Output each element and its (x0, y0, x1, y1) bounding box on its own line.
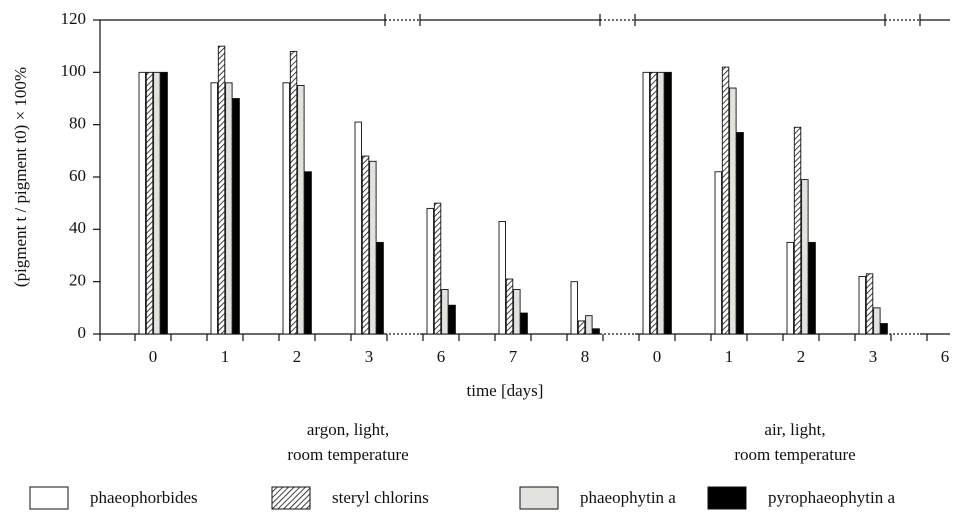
bar (664, 71, 672, 335)
group-label: argon, light, (307, 420, 389, 439)
y-tick-label: 120 (61, 9, 87, 28)
bar (793, 126, 802, 335)
y-tick-label: 80 (69, 114, 86, 133)
bar (448, 304, 456, 335)
group-label: room temperature (287, 445, 408, 464)
bar (570, 281, 578, 335)
legend-label: steryl chlorins (332, 488, 429, 507)
x-tick-label: 3 (365, 347, 374, 366)
y-tick-label: 40 (69, 218, 86, 237)
bar (138, 71, 146, 335)
bar (304, 171, 312, 335)
bar (585, 315, 593, 335)
y-axis-label: (pigment t / pigment t0) × 100% (11, 67, 30, 287)
y-tick-label: 100 (61, 61, 87, 80)
legend-label: phaeophytin a (580, 488, 676, 507)
bar (297, 84, 305, 335)
legend-swatch (519, 486, 559, 510)
bar (145, 71, 154, 335)
x-tick-label: 0 (149, 347, 158, 366)
bar (649, 71, 658, 335)
bar (426, 207, 434, 335)
bar (858, 275, 866, 335)
x-tick-label: 0 (653, 347, 662, 366)
x-tick-label: 1 (725, 347, 734, 366)
bar (498, 221, 506, 335)
x-axis-label: time [days] (467, 381, 544, 400)
bar (808, 241, 816, 335)
y-tick-label: 60 (69, 166, 86, 185)
y-tick-label: 0 (78, 323, 87, 342)
bar (801, 179, 809, 335)
x-tick-label: 3 (869, 347, 878, 366)
x-tick-label: 8 (581, 347, 590, 366)
bar (642, 71, 650, 335)
legend-swatch (707, 486, 747, 510)
bar (217, 45, 226, 335)
bar (505, 278, 514, 335)
y-tick-label: 20 (69, 271, 86, 290)
bar (714, 171, 722, 335)
x-tick-label: 2 (797, 347, 806, 366)
bar (354, 121, 362, 335)
x-tick-label: 7 (509, 347, 518, 366)
bar (232, 98, 240, 335)
x-tick-label: 6 (941, 347, 950, 366)
bar (153, 71, 161, 335)
bar (786, 241, 794, 335)
x-tick-label: 6 (437, 347, 446, 366)
bar (520, 312, 528, 335)
legend-label: pyrophaeophytin a (768, 488, 895, 507)
bar (210, 82, 218, 335)
legend-swatch (271, 486, 311, 510)
bar (729, 87, 737, 335)
legend-swatch (29, 486, 69, 510)
bar (225, 82, 233, 335)
x-tick-label: 1 (221, 347, 230, 366)
bar (369, 160, 377, 335)
bar (865, 273, 874, 335)
bar (873, 307, 881, 335)
bar (513, 289, 521, 335)
bar (657, 71, 665, 335)
bar (376, 241, 384, 335)
bar (592, 328, 600, 335)
bar (721, 66, 730, 335)
bar (880, 323, 888, 335)
bar (282, 82, 290, 335)
group-label: air, light, (764, 420, 825, 439)
bar (160, 71, 168, 335)
bar (736, 132, 744, 335)
bar (361, 155, 370, 335)
group-label: room temperature (734, 445, 855, 464)
bar (433, 202, 442, 335)
bar (289, 50, 298, 335)
bar (577, 320, 586, 335)
bar (441, 289, 449, 335)
legend-label: phaeophorbides (90, 488, 198, 507)
x-tick-label: 2 (293, 347, 302, 366)
